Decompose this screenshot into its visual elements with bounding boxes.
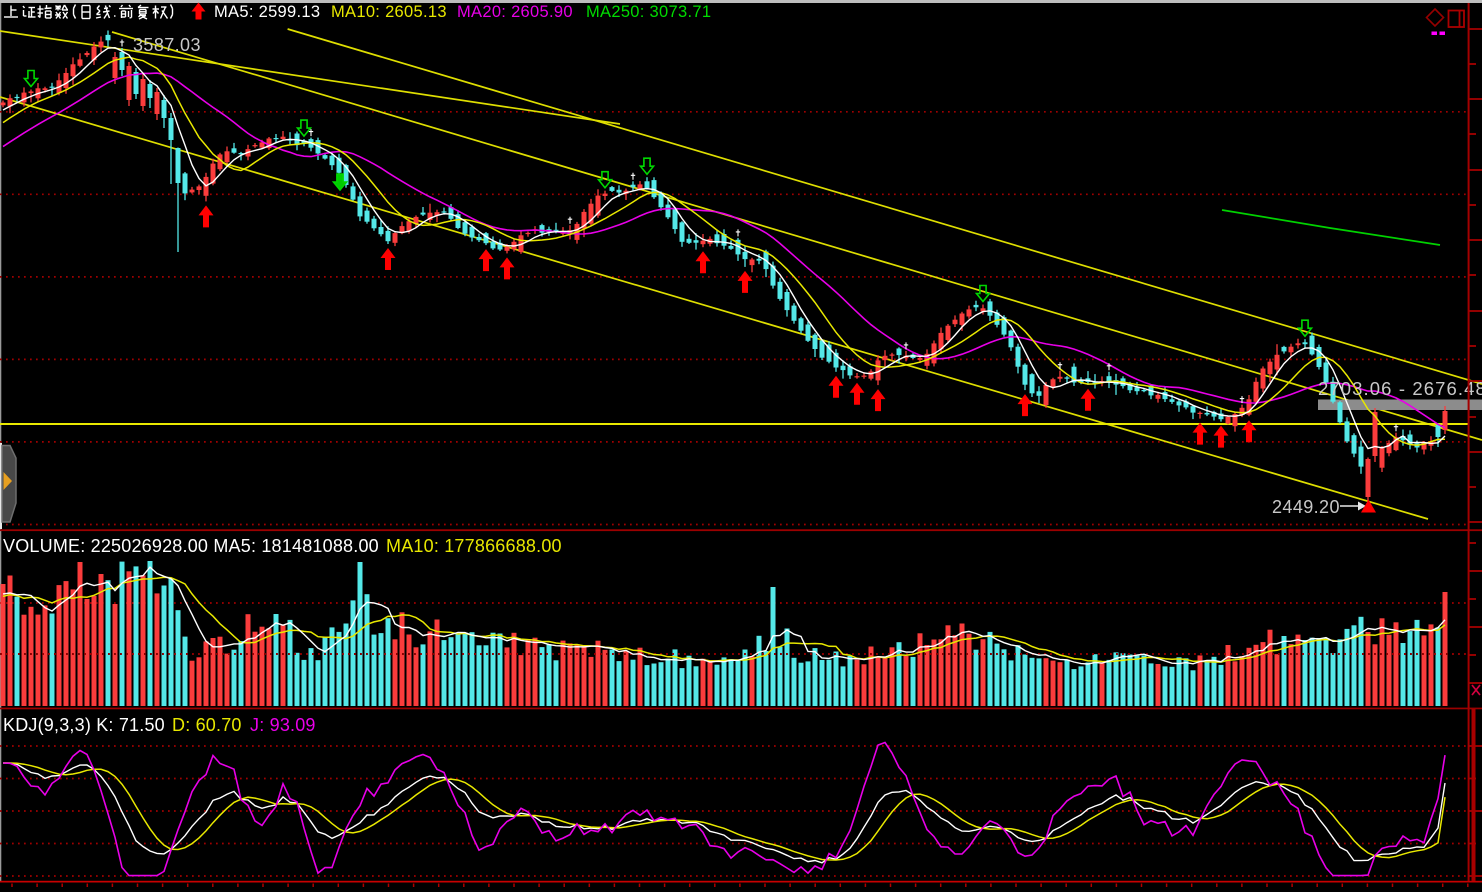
- svg-text:MA10: 177866688.00: MA10: 177866688.00: [386, 536, 562, 556]
- svg-text:MA250: 3073.71: MA250: 3073.71: [586, 3, 711, 21]
- svg-text:2703.06 - 2676.48: 2703.06 - 2676.48: [1318, 378, 1482, 399]
- svg-text:KDJ(9,3,3) K: 71.50: KDJ(9,3,3) K: 71.50: [3, 715, 165, 735]
- svg-text:2449.20: 2449.20: [1272, 497, 1340, 517]
- svg-text:VOLUME: 225026928.00 MA5: 1814: VOLUME: 225026928.00 MA5: 181481088.00: [3, 536, 379, 556]
- svg-text:MA10: 2605.13: MA10: 2605.13: [331, 3, 447, 21]
- svg-text:MA5: 2599.13: MA5: 2599.13: [214, 3, 320, 21]
- svg-text:D: 60.70: D: 60.70: [172, 715, 242, 735]
- svg-text:3587.03: 3587.03: [133, 35, 201, 55]
- svg-text:MA20: 2605.90: MA20: 2605.90: [457, 3, 573, 21]
- svg-text:J: 93.09: J: 93.09: [250, 715, 316, 735]
